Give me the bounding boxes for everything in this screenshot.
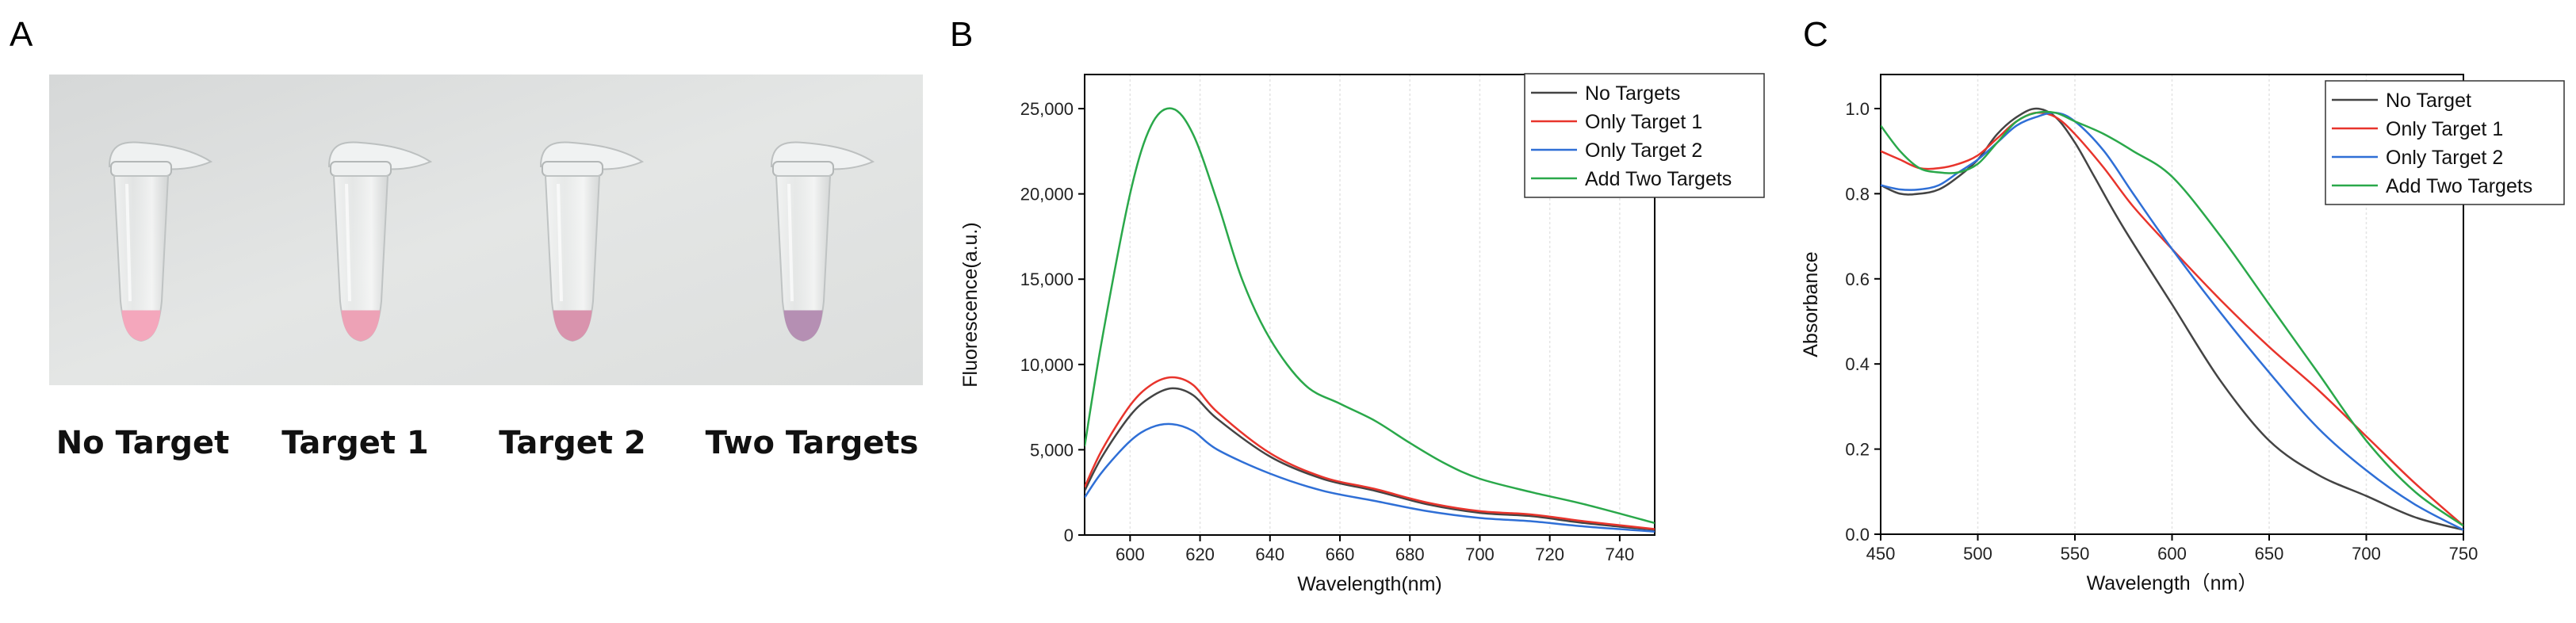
legend-label-only-target-1: Only Target 1 — [1585, 111, 1702, 133]
series-line-add-two-targets — [1085, 107, 1655, 525]
tube-rim — [772, 161, 834, 177]
tube-highlight — [125, 183, 132, 302]
absorbance-chart: 450 500 550 600 650 700 750 0.0 0.2 0.4 0.6 0.8 1.0 W… — [1800, 74, 2565, 594]
series-line-add-two-targets — [1881, 110, 2463, 527]
y-tick-label-5: 25,000 — [1020, 99, 1074, 119]
tube-target-1 — [327, 141, 433, 342]
x-tick-label-700: 700 — [2352, 544, 2381, 564]
tube-rim — [542, 161, 603, 177]
x-tick-label-600: 600 — [2157, 544, 2187, 564]
x-tick-label-450: 450 — [1866, 544, 1896, 564]
tube-highlight — [345, 183, 351, 302]
tube-highlight — [787, 183, 794, 302]
panel-b: B 600 620 640 660 680 700 720 740 0 5,000 10,000 15… — [950, 15, 1765, 595]
y-tick-label-0: 0 — [1064, 526, 1074, 545]
tube-rim — [110, 161, 172, 177]
panel-a: A No Target Target 1 Target 2 Two Target… — [10, 15, 923, 461]
tube-target-2 — [539, 141, 645, 342]
series-line-only-target-1 — [1881, 111, 2463, 527]
legend-label-only-target-2: Only Target 2 — [1585, 140, 1702, 162]
tube-group — [108, 141, 875, 342]
x-tick-label-620: 620 — [1185, 545, 1215, 564]
series-line-only-target-2 — [1085, 422, 1655, 533]
tube-label-target-2: Target 2 — [499, 425, 646, 461]
x-tick-label-680: 680 — [1395, 545, 1425, 564]
x-tick-label-660: 660 — [1326, 545, 1355, 564]
y-tick-label-1: 5,000 — [1030, 440, 1074, 460]
x-tick-label-740: 740 — [1606, 545, 1635, 564]
panel-letter-b: B — [950, 15, 973, 54]
y-tick-label-4: 20,000 — [1020, 185, 1074, 204]
tube-liquid — [341, 310, 381, 342]
legend-label-only-target-2: Only Target 2 — [2386, 147, 2503, 169]
x-tick-label-600: 600 — [1116, 545, 1145, 564]
tube-no-target — [108, 141, 213, 342]
tube-label-group: No Target Target 1 Target 2 Two Targets — [56, 425, 919, 461]
series-line-only-target-2 — [1881, 111, 2463, 531]
series-line-only-target-1 — [1085, 376, 1655, 530]
series-line-no-target — [1881, 107, 2463, 531]
plot-frame — [1084, 74, 1655, 536]
legend-label-no-target: No Target — [2386, 90, 2471, 112]
legend-box — [2325, 80, 2565, 205]
x-tick-label-750: 750 — [2449, 544, 2478, 564]
x-axis-title: Wavelength(nm) — [1297, 573, 1441, 595]
legend-label-add-two-targets: Add Two Targets — [1585, 168, 1732, 190]
x-tick-label-700: 700 — [1465, 545, 1495, 564]
legend-label-add-two-targets: Add Two Targets — [2386, 175, 2532, 197]
y-tick-label-4: 0.8 — [1845, 184, 1870, 204]
x-tick-label-720: 720 — [1535, 545, 1564, 564]
panel-letter-c: C — [1803, 15, 1828, 54]
y-tick-label-5: 1.0 — [1845, 99, 1870, 119]
tube-liquid — [553, 310, 592, 342]
tube-liquid — [121, 310, 161, 342]
y-tick-label-3: 15,000 — [1020, 269, 1074, 289]
x-tick-label-500: 500 — [1963, 544, 1992, 564]
fluorescence-chart: 600 620 640 660 680 700 720 740 0 5,000 10,000 15,0… — [959, 73, 1765, 595]
series-group — [1881, 107, 2463, 531]
legend-label-no-targets: No Targets — [1585, 82, 1680, 105]
y-tick-label-1: 0.2 — [1845, 440, 1870, 460]
series-group — [1085, 107, 1655, 533]
series-line-no-targets — [1085, 387, 1655, 531]
x-tick-label-550: 550 — [2061, 544, 2090, 564]
y-tick-label-2: 10,000 — [1020, 355, 1074, 375]
legend: No Target Only Target 1 Only Target 2 Add T… — [2325, 80, 2565, 205]
panel-letter-a: A — [10, 15, 33, 54]
panel-c: C 450 500 550 600 650 700 750 0.0 0.2 0.4 0.6 0.8 1.… — [1800, 15, 2565, 594]
legend: No Targets Only Target 1 Only Target 2 Add … — [1524, 73, 1765, 198]
tube-two-targets — [770, 141, 875, 342]
y-tick-label-3: 0.6 — [1845, 269, 1870, 289]
tube-label-two-targets: Two Targets — [706, 425, 919, 461]
tube-liquid — [783, 310, 823, 342]
legend-box — [1524, 73, 1765, 198]
tube-label-no-target: No Target — [56, 425, 230, 461]
tube-rim — [330, 161, 392, 177]
photo-background — [49, 75, 923, 385]
y-axis-title: Fluorescence(a.u.) — [959, 222, 982, 387]
x-tick-label-650: 650 — [2255, 544, 2284, 564]
y-tick-label-2: 0.4 — [1845, 354, 1870, 374]
x-tick-label-640: 640 — [1255, 545, 1284, 564]
y-tick-label-0: 0.0 — [1845, 525, 1870, 545]
tube-highlight — [557, 183, 563, 302]
x-axis-title: Wavelength（nm） — [2087, 572, 2258, 594]
tube-label-target-1: Target 1 — [281, 425, 429, 461]
legend-label-only-target-1: Only Target 1 — [2386, 118, 2503, 140]
y-axis-title: Absorbance — [1800, 251, 1822, 357]
